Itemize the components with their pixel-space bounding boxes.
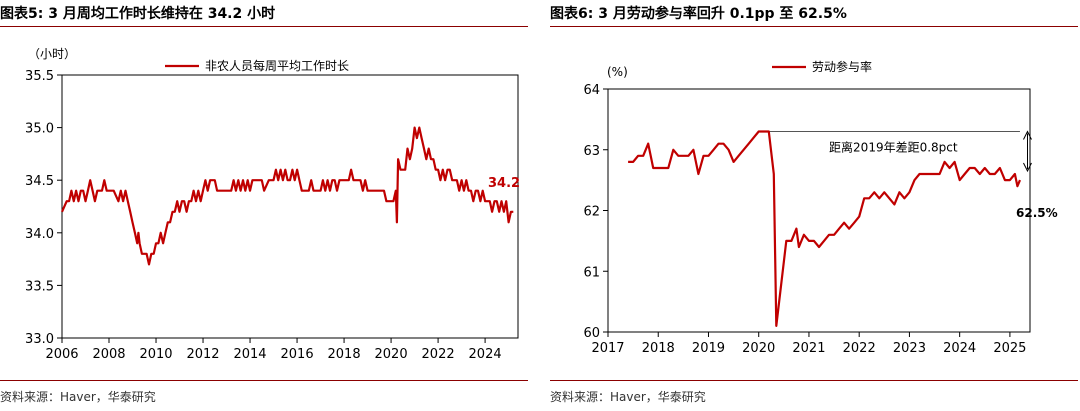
x-tick-label: 2024 — [469, 347, 502, 362]
x-tick-label: 2010 — [139, 347, 172, 362]
chart-title: 图表6: 3 月劳动参与率回升 0.1pp 至 62.5% — [550, 6, 847, 22]
source-note: 资料来源：Haver，华泰研究 — [550, 390, 706, 404]
plot-frame — [61, 74, 519, 339]
legend-label: 非农人员每周平均工作时长 — [205, 58, 349, 73]
y-tick-label: 62 — [583, 205, 600, 220]
y-tick-label: 63 — [583, 144, 600, 159]
y-tick-label: 35.0 — [25, 122, 54, 137]
y-tick-label: 34.5 — [25, 174, 54, 189]
x-tick-label: 2025 — [993, 341, 1026, 356]
y-tick-label: 33.0 — [25, 332, 54, 347]
participation-line-chart: 60 61 62 63 64 2017 2018 2019 2020 2021 2022 2023 20… — [583, 59, 1058, 356]
source-rule — [550, 380, 1078, 381]
source-rule — [0, 380, 528, 381]
x-tick-label: 2014 — [233, 347, 266, 362]
chart-panel-participation: 图表6: 3 月劳动参与率回升 0.1pp 至 62.5% 60 61 62 63 64… — [550, 0, 1080, 411]
x-tick-label: 2019 — [692, 341, 725, 356]
series-line — [628, 130, 1022, 327]
x-tick-label: 2018 — [642, 341, 675, 356]
x-tick-label: 2006 — [45, 347, 78, 362]
plot-frame — [607, 88, 1031, 333]
y-unit-label: （小时） — [28, 47, 76, 61]
x-tick-label: 2008 — [92, 347, 125, 362]
y-tick-label: 33.5 — [25, 279, 54, 294]
series-line — [60, 126, 514, 266]
gap-annotation: 距离2019年差距0.8pct — [829, 140, 958, 155]
end-value-label: 34.2 — [488, 176, 520, 191]
x-tick-label: 2017 — [591, 341, 624, 356]
y-tick-label: 35.5 — [25, 69, 54, 84]
x-tick-label: 2020 — [742, 341, 775, 356]
title-rule — [0, 26, 528, 27]
end-value-label: 62.5% — [1016, 206, 1058, 220]
gap-arrow-head-up — [1023, 130, 1032, 140]
x-tick-label: 2020 — [375, 347, 408, 362]
x-tick-label: 2012 — [186, 347, 219, 362]
x-tick-label: 2023 — [893, 341, 926, 356]
y-tick-label: 61 — [583, 265, 600, 280]
title-rule — [550, 26, 1078, 27]
source-note: 资料来源：Haver，华泰研究 — [0, 390, 156, 404]
y-tick-label: 64 — [583, 83, 600, 98]
x-tick-label: 2016 — [281, 347, 314, 362]
x-tick-label: 2018 — [328, 347, 361, 362]
y-tick-label: 60 — [583, 326, 600, 341]
x-tick-label: 2022 — [843, 341, 876, 356]
gap-arrow-head-down — [1023, 162, 1032, 173]
y-tick-label: 34.0 — [25, 227, 54, 242]
x-tick-label: 2022 — [422, 347, 455, 362]
hours-line-chart: 33.0 33.5 34.0 34.5 35.0 35.5 2006 2008 2010 2012… — [25, 47, 520, 362]
chart-title: 图表5: 3 月周均工作时长维持在 34.2 小时 — [0, 6, 276, 22]
legend-label: 劳动参与率 — [812, 59, 872, 74]
chart-panel-hours: 图表5: 3 月周均工作时长维持在 34.2 小时 33.0 33.5 34.0 34… — [0, 0, 530, 411]
x-tick-label: 2021 — [792, 341, 825, 356]
y-unit-label: (%) — [607, 65, 628, 79]
x-tick-label: 2024 — [943, 341, 976, 356]
